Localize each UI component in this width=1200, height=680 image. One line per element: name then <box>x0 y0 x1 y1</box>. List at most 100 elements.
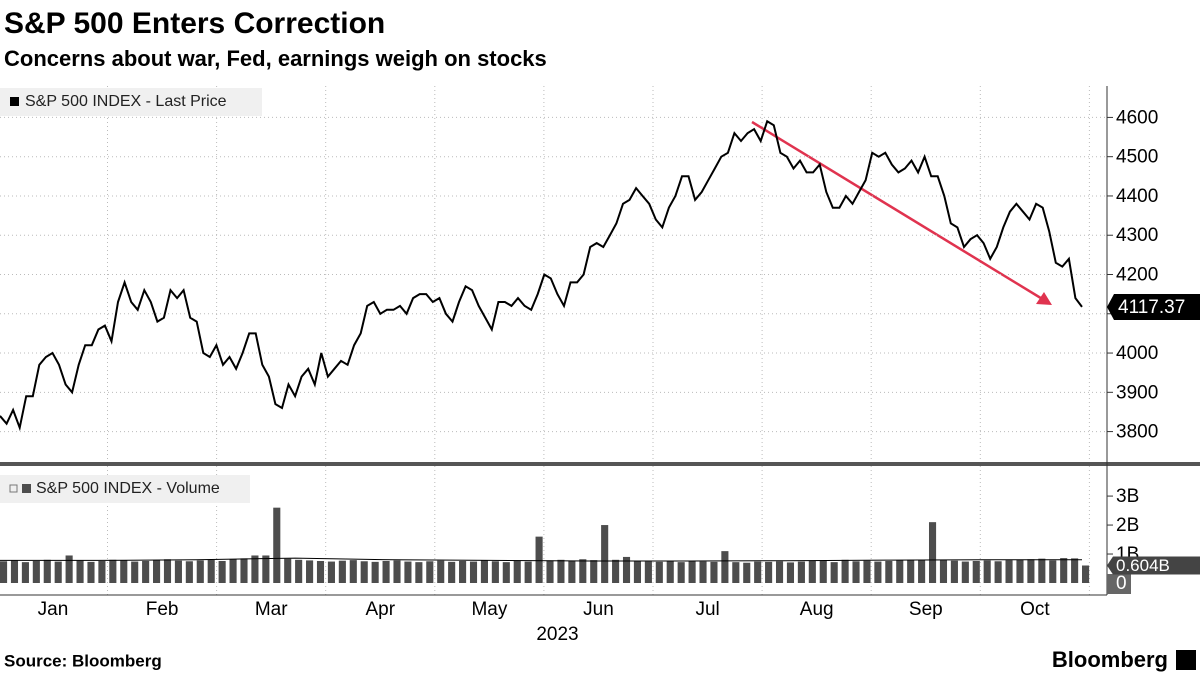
legend-swatch <box>22 484 31 493</box>
y-tick-label: 3800 <box>1116 422 1158 443</box>
volume-bar <box>251 555 259 583</box>
x-tick-label: Jul <box>695 599 719 620</box>
trend-arrowhead <box>1036 292 1052 305</box>
trend-arrow <box>751 120 1045 302</box>
volume-bar <box>76 560 84 583</box>
x-tick-label: Sep <box>909 599 943 620</box>
volume-bar <box>743 562 751 583</box>
volume-bar <box>863 560 871 583</box>
volume-bar <box>994 561 1002 583</box>
volume-bar <box>21 562 29 583</box>
volume-bar <box>10 560 19 583</box>
volume-bar <box>360 561 368 583</box>
volume-bar <box>688 560 696 583</box>
volume-bar <box>229 559 237 583</box>
volume-bar <box>918 560 926 583</box>
volume-bar <box>404 561 412 583</box>
volume-bar <box>185 561 193 583</box>
volume-bar <box>841 559 849 583</box>
volume-bar <box>1071 558 1079 583</box>
y-tick-label: 3900 <box>1116 382 1158 403</box>
x-tick-label: Apr <box>366 599 396 620</box>
volume-bar <box>1049 560 1057 583</box>
volume-bar <box>262 555 270 583</box>
volume-bar <box>808 560 816 583</box>
x-tick-label: Oct <box>1020 599 1050 620</box>
volume-bar <box>174 560 182 583</box>
volume-bar <box>950 560 958 583</box>
logo: Bloomberg <box>1052 647 1168 672</box>
volume-bar <box>830 562 838 583</box>
volume-bar <box>535 536 543 583</box>
volume-bar <box>240 558 248 583</box>
y-tick-label: 4500 <box>1116 147 1158 168</box>
logo-icon <box>1176 650 1196 670</box>
volume-bar <box>819 560 827 583</box>
volume-bar <box>644 561 652 583</box>
volume-bar <box>284 558 292 583</box>
volume-bar <box>699 561 707 583</box>
volume-bar <box>109 559 117 583</box>
volume-bar <box>568 560 576 583</box>
volume-bar <box>218 560 226 583</box>
volume-bar <box>961 561 969 583</box>
volume-bar <box>459 560 467 583</box>
volume-bar <box>754 561 762 583</box>
volume-bar <box>316 560 325 583</box>
volume-bar <box>491 561 499 583</box>
volume-bar <box>590 560 598 583</box>
volume-bar <box>513 560 521 583</box>
x-tick-label: Mar <box>255 599 288 620</box>
volume-bar <box>371 561 379 583</box>
volume-bar <box>98 560 106 583</box>
legend-box <box>0 475 250 503</box>
volume-bar <box>775 561 784 583</box>
volume-bar <box>655 561 663 583</box>
volume-bar <box>393 560 401 583</box>
volume-bar <box>32 560 40 583</box>
volume-bar <box>983 560 991 583</box>
volume-bar <box>939 559 948 583</box>
volume-bar <box>87 561 95 583</box>
y-tick-label: 2B <box>1116 515 1139 536</box>
volume-bar <box>0 561 8 583</box>
y-tick-label: 4400 <box>1116 186 1158 207</box>
legend-label: S&P 500 INDEX - Volume <box>36 480 220 497</box>
price-line <box>0 119 1083 432</box>
volume-bar <box>677 562 685 583</box>
x-year-label: 2023 <box>536 624 578 645</box>
volume-bar <box>666 561 674 583</box>
volume-bar <box>710 561 718 583</box>
volume-bar <box>1005 560 1013 583</box>
volume-bar <box>732 562 740 583</box>
volume-bar <box>765 561 773 583</box>
y-tick-label: 4000 <box>1116 343 1158 364</box>
volume-bar <box>972 560 980 583</box>
volume-bar <box>524 561 532 583</box>
tick-label-box <box>1107 574 1131 594</box>
y-tick-label: 4600 <box>1116 107 1158 128</box>
x-tick-label: Feb <box>146 599 179 620</box>
volume-bar <box>131 561 139 583</box>
volume-bar <box>469 561 478 583</box>
x-tick-label: Jun <box>583 599 614 620</box>
volume-bar <box>207 559 215 583</box>
volume-bar <box>885 560 893 583</box>
volume-bar <box>163 559 172 583</box>
volume-bar <box>306 560 314 583</box>
legend-box <box>0 88 262 116</box>
x-tick-label: May <box>471 599 507 620</box>
panel-divider <box>0 462 1200 466</box>
volume-bar <box>349 560 357 583</box>
volume-bar <box>502 562 510 583</box>
volume-average <box>0 557 1082 562</box>
last-price-label: 4117.37 <box>1118 297 1185 318</box>
x-tick-label: Jan <box>38 599 69 620</box>
y-tick-label: 3B <box>1116 486 1139 507</box>
volume-bar <box>153 560 161 583</box>
volume-bar <box>546 560 554 583</box>
volume-bar <box>874 561 882 583</box>
volume-bar <box>852 561 860 583</box>
volume-bar <box>273 507 281 583</box>
